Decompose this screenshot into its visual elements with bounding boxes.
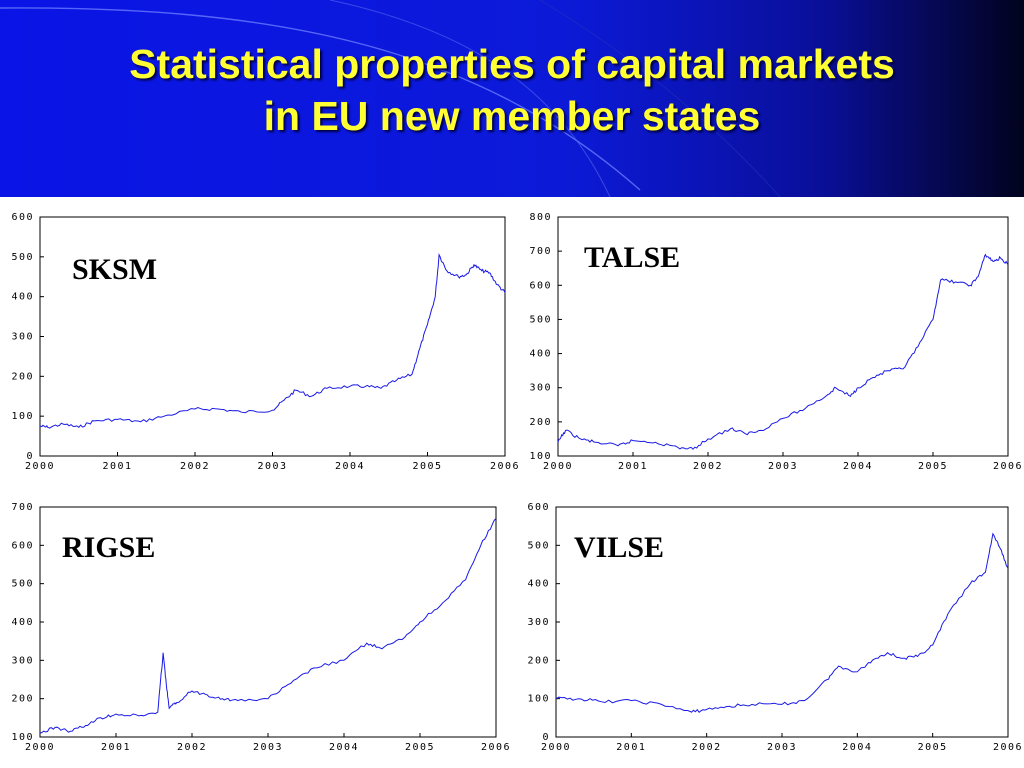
x-tick-label: 2003 [768,461,798,472]
x-tick-label: 2001 [616,742,646,753]
y-tick-label: 100 [11,732,34,743]
slide-title-line-1: Statistical properties of capital market… [129,41,895,87]
y-tick-label: 300 [529,383,552,394]
y-tick-label: 0 [26,451,34,462]
chart-rigse: 100 200 300 400 500 600 700 2000 2001 2002 2003 200… [11,502,511,753]
y-tick-label: 300 [11,332,34,343]
y-tick-label: 400 [527,579,550,590]
y-tick-label: 200 [11,371,34,382]
y-tick-label: 700 [529,246,552,257]
chart-label: TALSE [584,241,680,274]
slide-title: Statistical properties of capital market… [0,38,1024,142]
x-tick-label: 2006 [490,461,520,472]
x-tick-label: 2004 [842,742,872,753]
x-tick-label: 2000 [543,461,573,472]
x-tick-label: 2004 [843,461,873,472]
x-tick-label: 2005 [918,461,948,472]
x-tick-label: 2004 [329,742,359,753]
y-tick-label: 600 [529,280,552,291]
chart-sksm: 0 100 200 300 400 500 600 2000 2001 2002 2003 2004 2… [11,212,518,472]
x-tick-label: 2005 [412,461,442,472]
x-tick-label: 2001 [101,742,131,753]
y-tick-label: 0 [542,732,550,743]
chart-label: RIGSE [62,531,155,564]
x-tick-label: 2002 [692,742,722,753]
series-line [555,532,1009,714]
y-tick-label: 500 [529,314,552,325]
y-tick-label: 500 [11,579,34,590]
title-banner: Statistical properties of capital market… [0,0,1024,197]
y-tick-label: 100 [11,411,34,422]
y-tick-label: 800 [529,212,552,223]
x-tick-label: 2001 [618,461,648,472]
x-tick-label: 2000 [541,742,571,753]
x-tick-label: 2002 [180,461,210,472]
series-line [39,253,506,429]
series-line [39,518,497,734]
x-tick-label: 2006 [993,742,1023,753]
y-tick-label: 600 [11,212,34,223]
x-tick-label: 2000 [25,461,55,472]
x-tick-label: 2000 [25,742,55,753]
x-tick-label: 2006 [481,742,511,753]
y-tick-label: 200 [11,694,34,705]
chart-label: SKSM [72,253,157,286]
y-tick-label: 700 [11,502,34,513]
x-tick-label: 2005 [918,742,948,753]
chart-vilse: 0 100 200 300 400 500 600 2000 2001 2002 2003 2004 2… [527,502,1023,753]
x-tick-label: 2001 [102,461,132,472]
y-tick-label: 300 [527,617,550,628]
y-tick-label: 400 [11,292,34,303]
x-tick-label: 2002 [693,461,723,472]
y-tick-label: 400 [11,617,34,628]
x-tick-label: 2003 [767,742,797,753]
y-tick-label: 200 [529,417,552,428]
y-tick-label: 100 [527,694,550,705]
chart-label: VILSE [574,531,664,564]
x-tick-label: 2005 [405,742,435,753]
chart-talse: 100 200 300 400 500 600 700 800 2000 2001 2002 2003… [529,212,1023,472]
y-tick-label: 400 [529,349,552,360]
slide-title-line-2: in EU new member states [263,93,761,139]
x-tick-label: 2003 [257,461,287,472]
x-tick-label: 2002 [177,742,207,753]
y-tick-label: 500 [11,252,34,263]
y-tick-label: 600 [11,540,34,551]
y-tick-label: 600 [527,502,550,513]
x-tick-label: 2004 [335,461,365,472]
y-tick-label: 300 [11,655,34,666]
y-tick-label: 200 [527,655,550,666]
decorative-arcs [0,0,781,197]
y-tick-label: 500 [527,540,550,551]
y-tick-label: 100 [529,451,552,462]
x-tick-label: 2006 [993,461,1023,472]
x-tick-label: 2003 [253,742,283,753]
series-line [557,253,1009,450]
